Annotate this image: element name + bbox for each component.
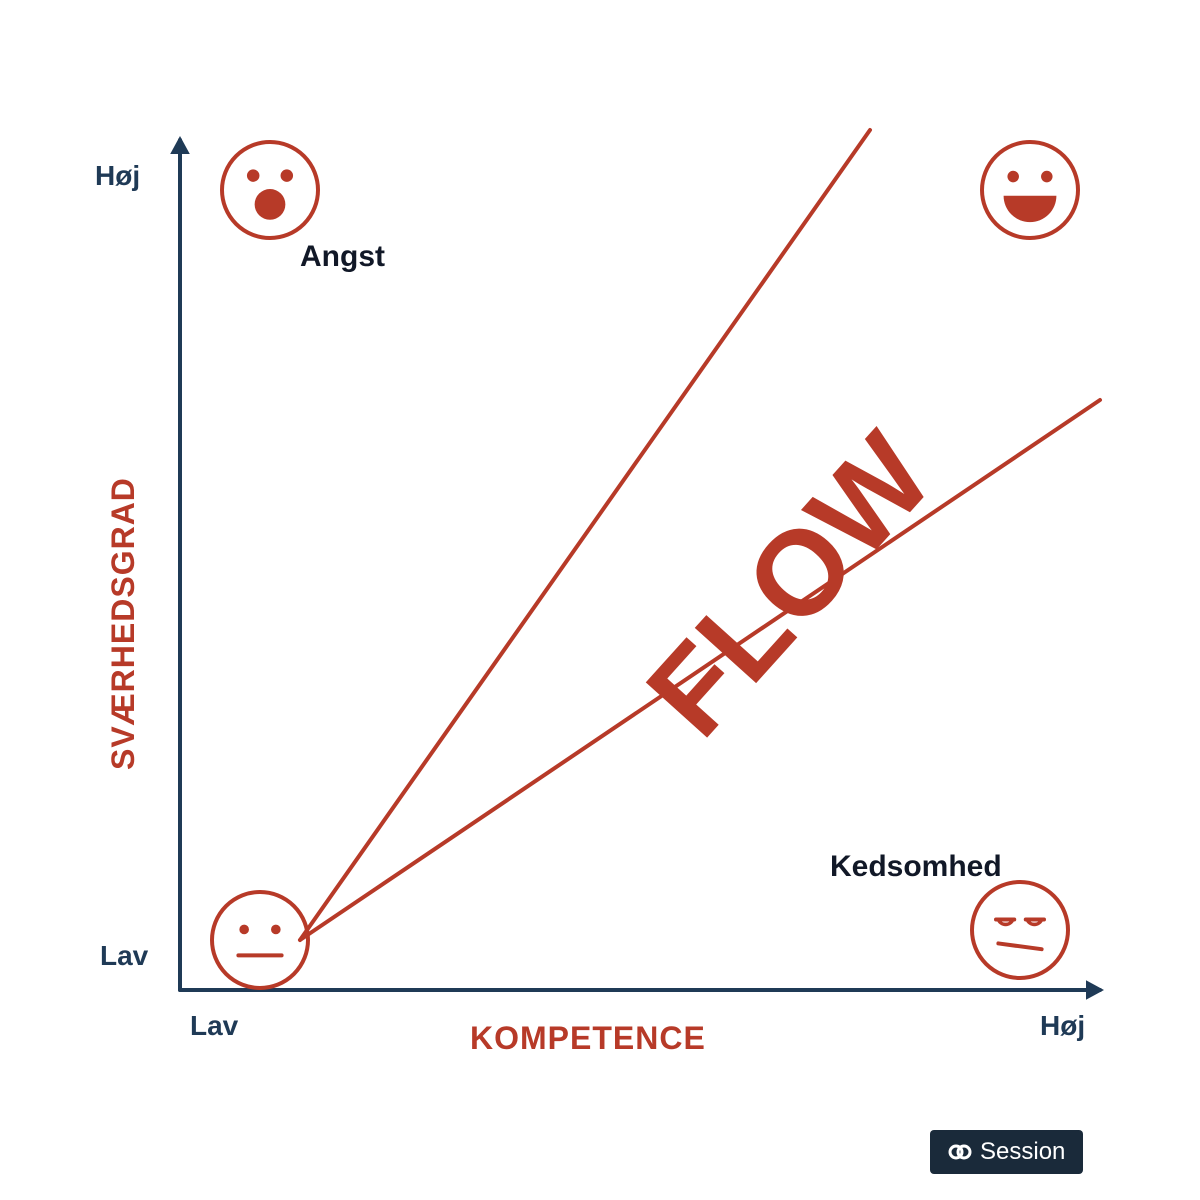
x-tick-high: Høj [1040,1010,1085,1042]
anxiety-label: Angst [300,240,385,274]
flow-diagram: SVÆRHEDSGRAD KOMPETENCE Høj Lav Lav Høj … [0,0,1200,1200]
y-axis-title: SVÆRHEDSGRAD [105,477,142,770]
session-badge-text: Session [980,1138,1065,1166]
session-logo-icon [948,1140,972,1164]
session-badge: Session [930,1130,1083,1174]
y-tick-low: Lav [100,940,148,972]
boredom-label: Kedsomhed [830,850,1002,884]
x-tick-low: Lav [190,1010,238,1042]
x-axis-title: KOMPETENCE [470,1020,706,1057]
y-tick-high: Høj [95,160,140,192]
